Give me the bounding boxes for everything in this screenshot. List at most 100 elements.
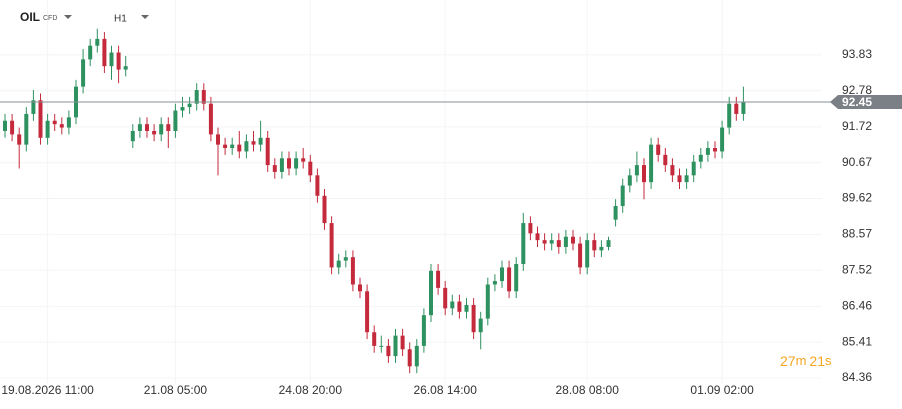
candle-body <box>677 175 682 183</box>
candle-body <box>109 52 114 67</box>
candle-body <box>102 38 107 67</box>
candle-body <box>379 345 384 347</box>
candle-body <box>649 144 654 183</box>
x-tick-label: 21.08 05:00 <box>144 383 208 397</box>
current-price-tag <box>830 94 902 109</box>
candle-body <box>414 345 419 367</box>
candle-body <box>386 345 391 357</box>
countdown-minutes: 27 <box>780 353 796 369</box>
candle-body <box>3 120 7 131</box>
candle-body <box>407 349 412 367</box>
candle-body <box>265 137 270 166</box>
countdown-minutes-unit: m <box>796 353 807 368</box>
candle-body <box>194 90 199 104</box>
candle-body <box>152 130 157 135</box>
candle-body <box>301 158 306 162</box>
candle-body <box>606 240 611 247</box>
candle-body <box>173 110 178 131</box>
candle-body <box>734 103 739 114</box>
candle-body <box>599 246 604 251</box>
symbol[interactable]: OIL <box>20 10 40 24</box>
candle-body <box>130 130 135 142</box>
y-tick-label: 92.78 <box>842 83 872 97</box>
y-tick-label: 88.57 <box>842 227 872 241</box>
candle-body <box>556 240 561 247</box>
candle-body <box>17 134 22 145</box>
candle-body <box>66 117 71 128</box>
candle-body <box>216 134 220 145</box>
x-tick-label: 19.08.2026 11:00 <box>1 383 94 397</box>
current-price-label: 92.45 <box>842 95 872 109</box>
candle-body <box>350 257 355 285</box>
candle-body <box>421 315 426 346</box>
x-tick-label: 26.08 14:00 <box>413 383 477 397</box>
candle-body <box>272 165 277 172</box>
candle-body <box>727 103 732 128</box>
candle-body <box>237 144 242 152</box>
candle-body <box>627 175 632 186</box>
x-tick-label: 28.08 08:00 <box>555 383 619 397</box>
candle-body <box>393 335 398 357</box>
y-tick-label: 90.67 <box>842 155 872 169</box>
candle-body <box>485 284 490 319</box>
candle-body <box>705 148 710 155</box>
candle-body <box>471 304 476 333</box>
x-tick-label: 01.09 02:00 <box>690 383 754 397</box>
candle-body <box>613 206 618 220</box>
candle-body <box>365 291 370 333</box>
y-tick-label: 91.72 <box>842 119 872 133</box>
candle-body <box>116 52 121 70</box>
candle-body <box>620 185 625 207</box>
candle-body <box>663 154 668 166</box>
interval-dropdown[interactable] <box>141 15 149 19</box>
candle-body <box>52 120 57 125</box>
candle-body <box>258 137 263 145</box>
candle-body <box>343 257 348 261</box>
candle-body <box>478 318 483 333</box>
candle-body <box>563 236 568 247</box>
interval[interactable]: H1 <box>114 14 127 25</box>
candle-body <box>244 141 249 152</box>
candle-body <box>656 144 661 155</box>
candle-body <box>59 124 64 128</box>
candle-body <box>464 304 469 312</box>
candle-body <box>201 90 206 104</box>
y-tick-label: 84.36 <box>842 370 872 384</box>
overlay: 93.83 92.78 91.72 90.67 89.62 88.57 87.52 86.46… <box>0 47 902 397</box>
candle-body <box>400 335 405 350</box>
y-tick-label: 85.41 <box>842 334 872 348</box>
candle-body <box>10 120 15 135</box>
candle-body <box>720 127 725 152</box>
candle-body <box>571 236 575 244</box>
candle-body <box>180 107 185 111</box>
candle-body <box>81 59 86 87</box>
candle-body <box>95 38 100 46</box>
candle-body <box>535 233 540 241</box>
y-tick-label: 93.83 <box>842 47 872 61</box>
candle-body <box>187 103 192 108</box>
candle-body <box>322 195 327 224</box>
candle-body <box>208 103 213 135</box>
candle-body <box>230 144 235 149</box>
candle-body <box>670 165 675 176</box>
candle-body <box>436 270 441 288</box>
candle-body <box>578 243 583 268</box>
candle-body <box>166 124 171 131</box>
candle-body <box>634 165 639 176</box>
candle-body <box>38 100 43 138</box>
symbol-dropdown[interactable] <box>64 15 72 19</box>
candle-body <box>287 158 291 169</box>
candle-body <box>542 240 547 244</box>
candle-body <box>251 141 256 145</box>
candle-body <box>279 158 284 172</box>
candle-body <box>308 161 313 176</box>
y-tick-label: 86.46 <box>842 298 872 312</box>
candle-body <box>145 124 149 131</box>
candle-body <box>642 165 646 183</box>
candle-body <box>457 301 462 312</box>
candle-body <box>741 101 746 114</box>
candle-body <box>443 287 448 309</box>
candle-body <box>123 66 128 70</box>
